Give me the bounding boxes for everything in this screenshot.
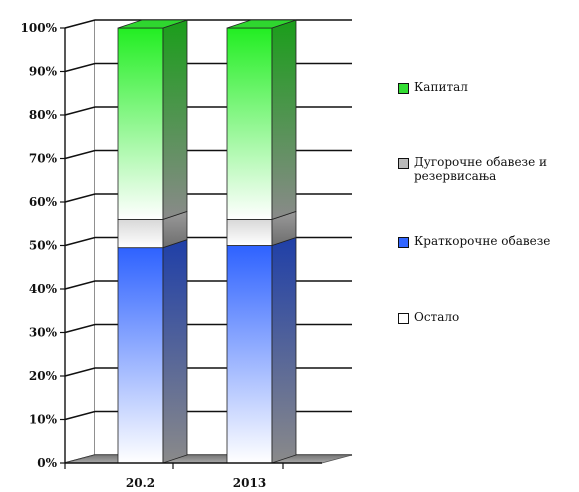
bar-segment-side (271, 236, 297, 464)
y-tick-label: 60% (29, 195, 58, 209)
bar-segment-front (226, 27, 273, 220)
chart-floor (64, 454, 353, 464)
y-axis-tick-labels: 0% 10% 20% 30% 40% 50% 60% 70% 80% 90% 100% (21, 21, 58, 470)
bar-segment-front (226, 245, 273, 464)
x-category-label: 20.2 (126, 476, 155, 490)
legend-item: Капитал (398, 80, 579, 94)
bar-segment-side (162, 239, 188, 464)
y-tick-label: 90% (29, 65, 58, 79)
legend-item: Остало (398, 310, 579, 324)
x-category-label: 2013 (233, 476, 266, 490)
y-tick-label: 10% (29, 413, 58, 427)
legend-swatch (398, 83, 409, 94)
bar-segment-front (117, 27, 164, 220)
legend-item: Дугорочне обавезе и резервисања (398, 155, 579, 183)
y-tick-label: 100% (21, 21, 58, 35)
x-axis-category-labels: 20.2 2013 (126, 476, 266, 490)
bars (117, 19, 297, 464)
legend-swatch (398, 158, 409, 169)
legend-swatch (398, 237, 409, 248)
y-tick-label: 0% (37, 456, 57, 470)
legend-item: Краткорочне обавезе (398, 234, 579, 248)
y-tick-label: 30% (29, 326, 58, 340)
legend-label: Остало (414, 310, 460, 324)
floor-surface (64, 454, 353, 464)
bar-segment-front (117, 218, 164, 249)
legend-swatch (398, 313, 409, 324)
bar-top-face (226, 19, 297, 29)
bar-segment-front (226, 218, 273, 246)
y-tick-label: 70% (29, 152, 58, 166)
axes (60, 27, 322, 469)
legend: Капитал Дугорочне обавезе и резервисања Кр… (398, 0, 579, 492)
y-tick-label: 40% (29, 282, 58, 296)
legend-label: Краткорочне обавезе (414, 234, 551, 248)
legend-label: Дугорочне обавезе и резервисања (414, 155, 548, 183)
bar-top-face (117, 19, 188, 29)
legend-label: Капитал (414, 80, 468, 94)
y-tick-label: 50% (29, 239, 58, 253)
y-tick-label: 80% (29, 108, 58, 122)
y-tick-label: 20% (29, 369, 58, 383)
bar-segment-side (162, 19, 188, 220)
bar-segment-front (117, 247, 164, 464)
chart-walls (64, 19, 352, 464)
bar-segment-side (271, 19, 297, 220)
